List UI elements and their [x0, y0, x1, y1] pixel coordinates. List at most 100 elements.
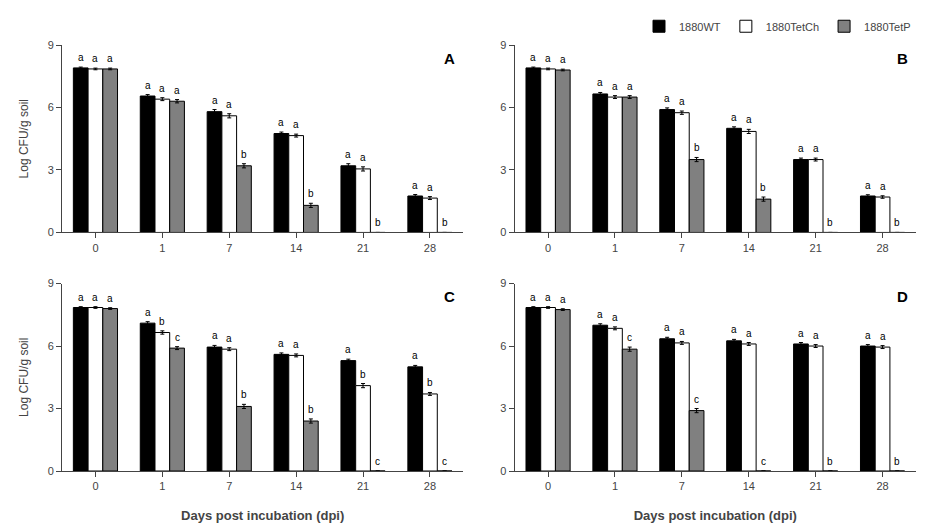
- svg-text:a: a: [145, 80, 151, 91]
- svg-text:28: 28: [876, 480, 888, 492]
- svg-text:a: a: [278, 338, 284, 349]
- svg-text:a: a: [427, 182, 433, 193]
- svg-text:14: 14: [290, 242, 302, 254]
- svg-text:c: c: [375, 456, 380, 467]
- svg-text:a: a: [865, 180, 871, 191]
- svg-text:b: b: [308, 404, 314, 415]
- svg-text:a: a: [798, 328, 804, 339]
- svg-text:9: 9: [48, 277, 54, 289]
- svg-text:Log CFU/g soil: Log CFU/g soil: [17, 338, 31, 417]
- svg-text:a: a: [212, 330, 218, 341]
- svg-text:14: 14: [743, 242, 755, 254]
- svg-text:a: a: [612, 312, 618, 323]
- svg-text:a: a: [78, 52, 84, 63]
- svg-text:a: a: [226, 99, 232, 110]
- svg-text:a: a: [612, 81, 618, 92]
- svg-text:A: A: [444, 50, 455, 67]
- svg-text:21: 21: [357, 242, 369, 254]
- svg-text:a: a: [530, 52, 536, 63]
- svg-text:a: a: [360, 152, 366, 163]
- svg-text:14: 14: [290, 480, 302, 492]
- svg-text:6: 6: [500, 101, 506, 113]
- svg-text:Days post incubation (dpi): Days post incubation (dpi): [181, 508, 344, 523]
- svg-text:3: 3: [48, 164, 54, 176]
- svg-text:c: c: [175, 332, 180, 343]
- svg-text:0: 0: [92, 242, 98, 254]
- svg-text:a: a: [278, 117, 284, 128]
- svg-text:b: b: [760, 182, 766, 193]
- svg-text:a: a: [412, 180, 418, 191]
- svg-text:b: b: [308, 188, 314, 199]
- svg-text:9: 9: [500, 39, 506, 51]
- svg-text:c: c: [761, 456, 766, 467]
- svg-text:a: a: [92, 292, 98, 303]
- svg-text:a: a: [813, 330, 819, 341]
- svg-text:a: a: [92, 53, 98, 64]
- svg-text:a: a: [560, 294, 566, 305]
- svg-text:c: c: [442, 456, 447, 467]
- svg-text:a: a: [664, 322, 670, 333]
- svg-text:14: 14: [743, 480, 755, 492]
- svg-text:1: 1: [159, 480, 165, 492]
- svg-text:a: a: [107, 293, 113, 304]
- svg-text:1: 1: [612, 242, 618, 254]
- svg-text:6: 6: [500, 340, 506, 352]
- svg-text:a: a: [597, 309, 603, 320]
- svg-text:a: a: [545, 292, 551, 303]
- svg-text:1: 1: [612, 480, 618, 492]
- svg-text:a: a: [679, 326, 685, 337]
- svg-text:a: a: [627, 81, 633, 92]
- svg-text:b: b: [427, 377, 433, 388]
- svg-text:28: 28: [424, 480, 436, 492]
- svg-text:6: 6: [48, 340, 54, 352]
- svg-text:a: a: [107, 53, 113, 64]
- svg-text:a: a: [880, 181, 886, 192]
- svg-text:1880TetCh: 1880TetCh: [766, 21, 819, 33]
- svg-text:b: b: [827, 217, 833, 228]
- svg-text:0: 0: [48, 226, 54, 238]
- svg-text:b: b: [159, 316, 165, 327]
- svg-text:a: a: [226, 333, 232, 344]
- svg-text:b: b: [375, 217, 381, 228]
- svg-text:c: c: [627, 332, 632, 343]
- svg-text:a: a: [293, 119, 299, 130]
- svg-text:a: a: [345, 344, 351, 355]
- svg-text:9: 9: [48, 39, 54, 51]
- svg-text:b: b: [894, 217, 900, 228]
- svg-text:b: b: [241, 149, 247, 160]
- svg-text:b: b: [894, 456, 900, 467]
- svg-text:a: a: [865, 330, 871, 341]
- svg-text:7: 7: [679, 242, 685, 254]
- svg-text:a: a: [746, 114, 752, 125]
- svg-text:b: b: [360, 369, 366, 380]
- svg-text:7: 7: [226, 480, 232, 492]
- svg-text:a: a: [880, 331, 886, 342]
- svg-text:C: C: [444, 288, 455, 305]
- svg-text:a: a: [731, 324, 737, 335]
- svg-text:a: a: [345, 149, 351, 160]
- svg-text:1: 1: [159, 242, 165, 254]
- svg-text:21: 21: [810, 480, 822, 492]
- svg-text:a: a: [664, 93, 670, 104]
- svg-text:b: b: [442, 217, 448, 228]
- svg-text:a: a: [679, 96, 685, 107]
- svg-text:1880WT: 1880WT: [679, 21, 721, 33]
- svg-text:Days post incubation (dpi): Days post incubation (dpi): [634, 508, 797, 523]
- svg-text:0: 0: [500, 226, 506, 238]
- svg-text:b: b: [694, 142, 700, 153]
- svg-text:0: 0: [92, 480, 98, 492]
- svg-text:a: a: [212, 95, 218, 106]
- svg-text:0: 0: [48, 465, 54, 477]
- svg-text:a: a: [731, 112, 737, 123]
- svg-text:b: b: [241, 389, 247, 400]
- svg-text:D: D: [897, 288, 908, 305]
- svg-text:a: a: [530, 292, 536, 303]
- svg-text:0: 0: [545, 480, 551, 492]
- svg-text:a: a: [597, 77, 603, 88]
- svg-text:6: 6: [48, 101, 54, 113]
- svg-text:a: a: [145, 307, 151, 318]
- svg-text:21: 21: [810, 242, 822, 254]
- svg-text:21: 21: [357, 480, 369, 492]
- svg-text:a: a: [798, 143, 804, 154]
- svg-text:3: 3: [48, 402, 54, 414]
